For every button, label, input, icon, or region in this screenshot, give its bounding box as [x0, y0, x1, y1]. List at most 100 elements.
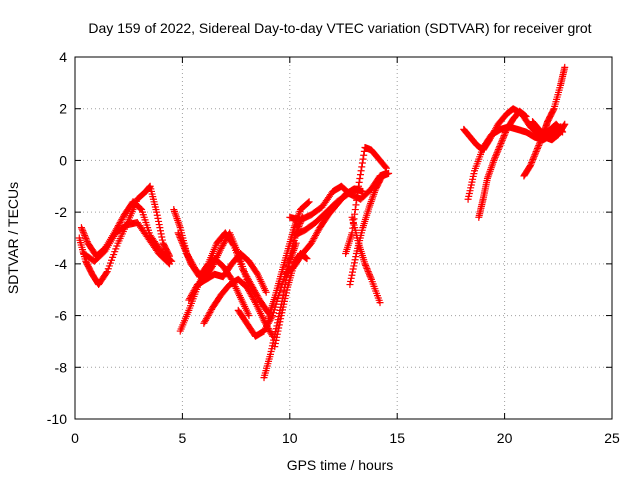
data-point — [355, 178, 363, 186]
data-point — [186, 295, 194, 303]
data-point — [260, 317, 268, 325]
data-point — [249, 294, 257, 302]
chart-title: Day 159 of 2022, Sidereal Day-to-day VTE… — [88, 20, 591, 36]
x-tick-label: 0 — [71, 430, 79, 446]
data-point — [494, 146, 502, 154]
data-point — [155, 221, 163, 229]
data-point — [304, 199, 312, 207]
data-point — [358, 163, 366, 171]
data-point — [528, 157, 536, 165]
data-point — [254, 293, 262, 301]
data-point — [187, 291, 195, 299]
data-point — [174, 229, 182, 237]
data-point — [184, 252, 192, 260]
data-point — [242, 271, 250, 279]
data-point — [549, 106, 557, 114]
data-point — [274, 327, 282, 335]
data-point — [527, 160, 535, 168]
data-point — [365, 269, 373, 277]
data-point — [497, 139, 505, 147]
data-point — [246, 289, 254, 297]
data-point — [248, 292, 256, 300]
series-arc-3 — [80, 218, 174, 268]
data-point — [273, 333, 281, 341]
data-point — [158, 236, 166, 244]
data-point — [203, 313, 211, 321]
x-tick-label: 5 — [179, 430, 187, 446]
data-point — [382, 163, 390, 171]
data-point — [77, 224, 85, 232]
data-point — [221, 238, 229, 246]
data-point — [81, 233, 89, 241]
data-point — [201, 318, 209, 326]
data-point — [245, 276, 253, 284]
data-point — [245, 286, 253, 294]
data-point — [308, 238, 316, 246]
data-point — [241, 270, 249, 278]
data-point — [356, 175, 364, 183]
data-point — [347, 274, 355, 282]
x-axis-label: GPS time / hours — [287, 457, 394, 473]
data-point — [311, 233, 319, 241]
data-point — [498, 136, 506, 144]
data-point — [493, 149, 501, 157]
data-point — [364, 266, 372, 274]
data-point — [353, 192, 361, 200]
series-arc-7 — [185, 250, 270, 304]
data-point — [533, 146, 541, 154]
y-tick-label: 4 — [59, 49, 67, 65]
data-point — [536, 138, 544, 146]
data-point — [115, 220, 123, 228]
data-point — [275, 324, 283, 332]
series-arc-16 — [342, 144, 390, 258]
data-point — [247, 281, 255, 289]
data-point — [361, 260, 369, 268]
data-point — [267, 329, 275, 337]
data-point — [177, 235, 185, 243]
data-point — [309, 236, 317, 244]
data-point — [202, 315, 210, 323]
data-point — [183, 251, 191, 259]
data-point — [491, 153, 499, 161]
data-point — [83, 236, 91, 244]
data-point — [219, 241, 227, 249]
data-point — [251, 287, 259, 295]
data-point — [531, 151, 539, 159]
data-point — [153, 211, 161, 219]
data-point — [239, 267, 247, 275]
data-point — [501, 130, 509, 138]
data-point — [182, 247, 190, 255]
data-point — [262, 324, 270, 332]
data-point — [79, 227, 87, 235]
data-point — [78, 225, 86, 233]
data-point — [501, 129, 509, 137]
data-point — [346, 281, 354, 289]
data-point — [356, 171, 364, 179]
data-point — [490, 156, 498, 164]
data-point — [116, 218, 124, 226]
data-point — [178, 238, 186, 246]
data-point — [244, 285, 252, 293]
data-point — [367, 274, 375, 282]
data-point — [275, 321, 283, 329]
data-point — [176, 233, 184, 241]
data-point — [245, 312, 253, 320]
plot-frame — [74, 56, 613, 420]
data-point — [229, 240, 237, 248]
x-tick-label: 25 — [604, 430, 620, 446]
data-point — [352, 201, 360, 209]
series-arc-18 — [348, 213, 384, 307]
data-point — [313, 228, 321, 236]
data-point — [376, 299, 384, 307]
data-point — [529, 155, 537, 163]
data-point — [202, 316, 210, 324]
data-point — [158, 233, 166, 241]
data-point — [156, 224, 164, 232]
data-point — [303, 255, 311, 263]
data-point — [153, 208, 161, 216]
data-point — [137, 205, 145, 213]
data-point — [537, 137, 545, 145]
data-point — [353, 196, 361, 204]
data-point — [355, 182, 363, 190]
